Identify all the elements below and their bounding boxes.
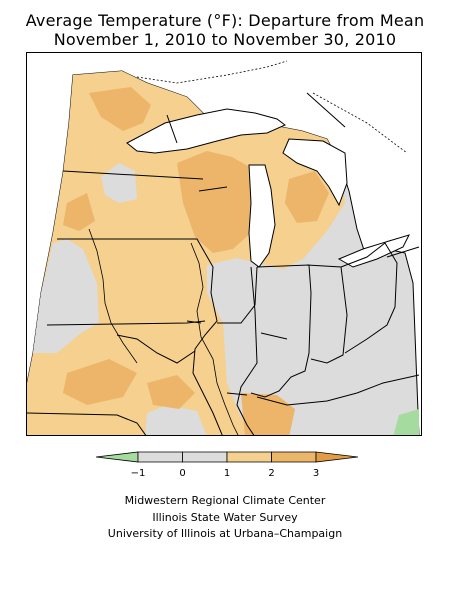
map-title: Average Temperature (°F): Departure from… bbox=[25, 11, 425, 30]
anomaly-area-neutral-south bbox=[145, 405, 207, 435]
state-boundaries bbox=[27, 92, 420, 435]
mississippi-river bbox=[88, 228, 239, 435]
canada-border bbox=[136, 60, 408, 154]
lake-huron bbox=[282, 138, 348, 207]
legend-tick-label: 0 bbox=[179, 468, 185, 479]
color-scale-legend: −1 0 1 2 3 bbox=[96, 451, 358, 479]
lake-superior bbox=[126, 108, 286, 154]
anomaly-area-2-to-3-mn bbox=[63, 193, 95, 231]
temperature-departure-map bbox=[26, 52, 422, 436]
map-subtitle-date-range: November 1, 2010 to November 30, 2010 bbox=[53, 30, 397, 49]
anomaly-area-2-to-3-mo bbox=[147, 375, 195, 409]
canada-region bbox=[232, 53, 421, 203]
legend-tick-label: 3 bbox=[313, 468, 319, 479]
legend-tick-label: −1 bbox=[131, 468, 146, 479]
anomaly-area-2-to-3-iowa bbox=[63, 359, 137, 405]
legend-bin bbox=[182, 451, 228, 463]
credit-isws: Illinois State Water Survey bbox=[152, 511, 298, 524]
lake-michigan bbox=[248, 164, 276, 268]
anomaly-area-2-to-3-lower-mi bbox=[285, 171, 329, 223]
anomaly-area-1-to-2 bbox=[27, 71, 345, 435]
anomaly-area-below-minus-1 bbox=[393, 409, 419, 435]
anomaly-area-2-to-3-upper-mi bbox=[177, 151, 267, 253]
legend-bin bbox=[137, 451, 183, 463]
legend-bin bbox=[315, 451, 358, 463]
anomaly-area-2-to-3-arrowhead bbox=[89, 87, 151, 131]
legend-tick-label: 2 bbox=[268, 468, 274, 479]
legend-tick-label: 1 bbox=[224, 468, 230, 479]
legend-bin bbox=[226, 451, 272, 463]
anomaly-area-neutral-north bbox=[101, 163, 137, 203]
credit-mrcc: Midwestern Regional Climate Center bbox=[124, 494, 326, 507]
credit-uiuc: University of Illinois at Urbana–Champai… bbox=[107, 527, 343, 540]
legend-bin bbox=[96, 451, 139, 463]
legend-bin bbox=[271, 451, 317, 463]
